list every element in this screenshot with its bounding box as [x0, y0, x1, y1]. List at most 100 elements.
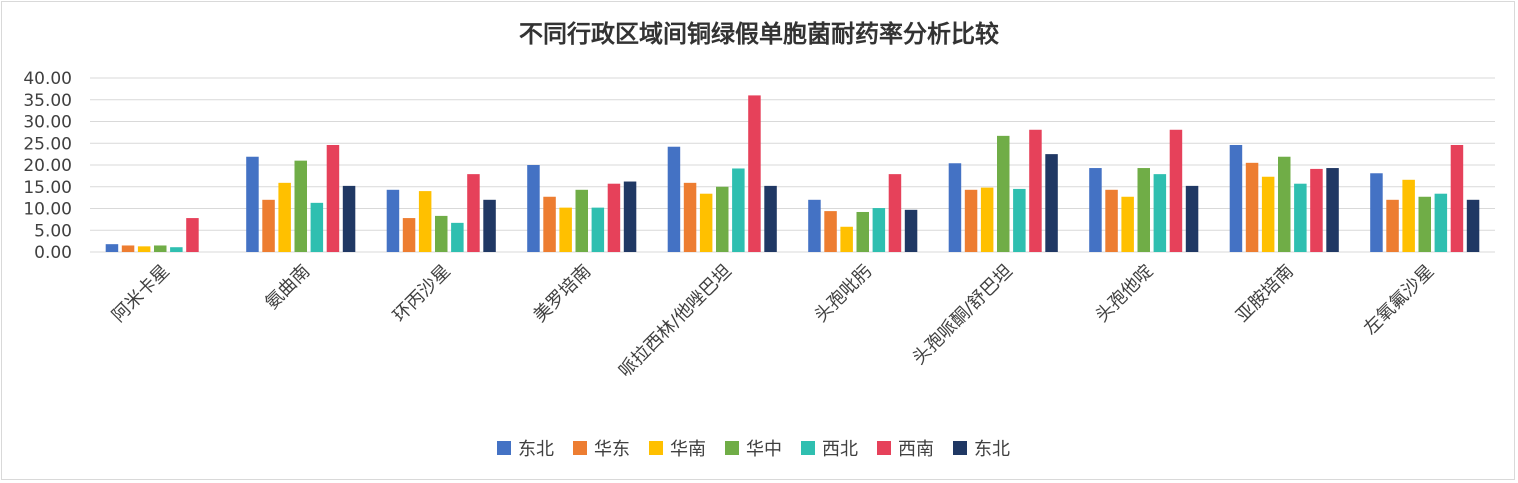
- bar: [1450, 144, 1464, 252]
- bar: [402, 218, 416, 252]
- bar: [856, 211, 869, 252]
- x-tick-label: 阿米卡星: [108, 261, 174, 327]
- y-tick-label: 25.00: [23, 134, 72, 154]
- bar: [948, 163, 962, 252]
- x-tick-label: 头孢他啶: [1092, 261, 1158, 327]
- bar: [105, 244, 119, 252]
- bar: [467, 174, 480, 252]
- legend-swatch: [725, 441, 739, 455]
- bar: [764, 185, 777, 252]
- x-tick-label: 头孢吡肟: [811, 261, 877, 327]
- bar: [1386, 199, 1399, 252]
- bar: [543, 196, 556, 252]
- bar: [1245, 162, 1259, 252]
- bar: [732, 168, 745, 252]
- bar: [246, 156, 259, 252]
- x-tick-label: 氨曲南: [261, 261, 314, 314]
- x-tick-label: 美罗培南: [530, 261, 596, 327]
- bar: [1370, 173, 1383, 252]
- bar: [1294, 183, 1307, 252]
- y-axis-ticks: 0.005.0010.0015.0020.0025.0030.0035.0040…: [23, 69, 72, 263]
- legend-swatch: [573, 441, 587, 455]
- bar: [1121, 196, 1134, 252]
- bar: [840, 226, 853, 252]
- bar: [607, 183, 621, 252]
- x-tick-label: 环丙沙星: [389, 261, 455, 327]
- bar: [1229, 144, 1243, 252]
- bar: [1153, 174, 1167, 252]
- y-tick-label: 0.00: [34, 243, 72, 263]
- bar: [888, 174, 902, 252]
- legend-label: 东北: [518, 439, 554, 460]
- bar: [1105, 189, 1118, 252]
- y-tick-label: 5.00: [34, 221, 72, 241]
- bar: [386, 189, 400, 252]
- bar: [1310, 168, 1323, 252]
- legend-label: 华东: [594, 439, 630, 460]
- bar: [310, 202, 324, 252]
- bar: [435, 215, 448, 252]
- legend-swatch: [497, 441, 511, 455]
- bar: [575, 189, 588, 252]
- bar: [1278, 156, 1291, 252]
- bar: [1418, 196, 1431, 252]
- bar: [483, 199, 496, 252]
- bar: [716, 186, 729, 252]
- bar: [997, 135, 1010, 252]
- y-tick-label: 10.00: [23, 200, 72, 220]
- bar: [121, 245, 135, 252]
- bars: [105, 95, 1480, 253]
- legend-label: 东北: [974, 439, 1010, 460]
- y-tick-label: 15.00: [23, 178, 72, 198]
- bar: [1029, 129, 1042, 252]
- bar: [1402, 179, 1415, 252]
- bar: [1466, 199, 1480, 252]
- y-tick-label: 40.00: [23, 69, 72, 89]
- x-tick-label: 亚胺培南: [1232, 261, 1298, 327]
- bar: [527, 165, 540, 252]
- bar: [137, 246, 151, 252]
- bar: [278, 182, 291, 252]
- bar: [418, 191, 432, 252]
- bar: [808, 199, 821, 252]
- bar: [1045, 154, 1058, 252]
- legend: 东北 华东 华南 华中 西北 西南 东北: [497, 439, 1010, 460]
- bar: [1185, 185, 1199, 252]
- bar: [326, 144, 340, 252]
- legend-swatch: [877, 441, 891, 455]
- legend-swatch: [801, 441, 815, 455]
- bar: [154, 245, 167, 252]
- legend-swatch: [649, 441, 663, 455]
- bar: [1261, 176, 1275, 252]
- bar: [294, 160, 307, 252]
- bar: [980, 187, 994, 252]
- legend-label: 西北: [822, 439, 858, 460]
- bar: [748, 95, 761, 253]
- bar: [667, 146, 681, 252]
- grid-lines: [90, 77, 1495, 253]
- bar: [872, 208, 886, 252]
- chart-title: 不同行政区域间铜绿假单胞菌耐药率分析比较: [519, 20, 999, 48]
- y-tick-label: 35.00: [23, 91, 72, 111]
- bar: [591, 207, 605, 252]
- y-tick-label: 20.00: [23, 156, 72, 176]
- bar: [699, 193, 713, 252]
- bar: [964, 189, 978, 252]
- legend-label: 西南: [898, 439, 934, 460]
- bar: [1089, 168, 1102, 252]
- bar: [1434, 193, 1448, 252]
- legend-label: 华中: [746, 439, 782, 460]
- bar: [342, 185, 356, 252]
- bar: [451, 222, 464, 252]
- bar: [824, 211, 837, 252]
- legend-label: 华南: [670, 439, 706, 460]
- bar: [1137, 168, 1150, 252]
- bar: [170, 247, 183, 252]
- bar: [1013, 188, 1026, 252]
- y-tick-label: 30.00: [23, 113, 72, 133]
- bar: [1169, 129, 1183, 252]
- bar: [683, 182, 697, 252]
- bar: [262, 199, 275, 252]
- x-tick-label: 头孢哌酮/舒巴坦: [909, 261, 1017, 369]
